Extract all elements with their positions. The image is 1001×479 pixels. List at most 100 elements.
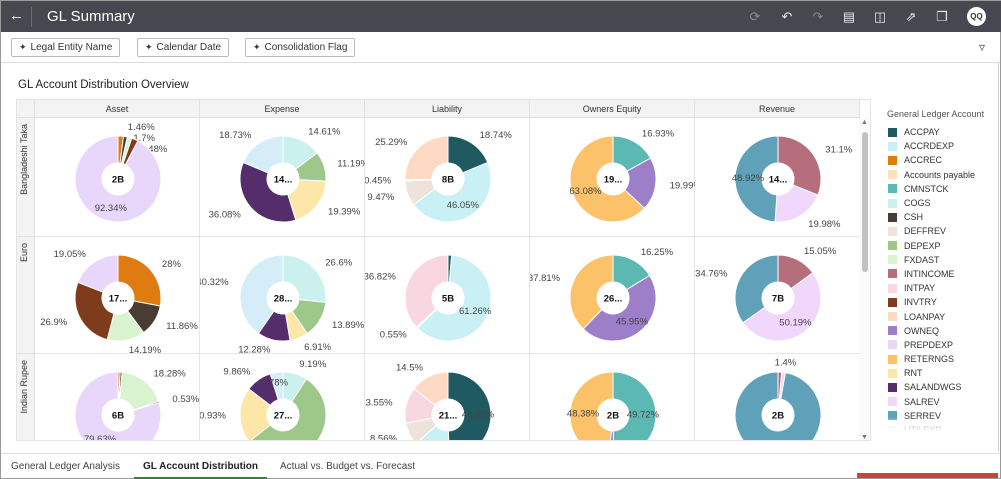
back-arrow-icon[interactable]: ← bbox=[9, 7, 24, 24]
pie-cell: 1.4% 97.22% 2B bbox=[695, 354, 860, 441]
donut-center-total: 14... bbox=[274, 175, 293, 186]
redo-icon[interactable]: ↷ bbox=[812, 9, 824, 24]
pie-slice-accpay[interactable] bbox=[447, 371, 492, 441]
pie-slice-intincome[interactable] bbox=[777, 135, 822, 196]
donut-chart: 18.74% 46.05% 9.47% 0.45% 25.29% 8B bbox=[365, 130, 512, 223]
pie-slice-reterngs[interactable] bbox=[569, 135, 646, 223]
refresh-icon[interactable]: ⟳ bbox=[749, 9, 761, 24]
pie-slice-accrdexp[interactable] bbox=[412, 161, 492, 223]
pie-slice-reterngs[interactable] bbox=[569, 254, 614, 330]
pie-slice-serrev[interactable] bbox=[734, 135, 779, 223]
pie-slice-prepdexp[interactable] bbox=[74, 371, 162, 441]
pie-slice-serrev[interactable] bbox=[734, 254, 779, 324]
vertical-scrollbar[interactable]: ▲ ▼ bbox=[859, 118, 870, 441]
legend-item[interactable]: OWNEQ bbox=[881, 324, 996, 338]
donut-center-total: 7B bbox=[772, 294, 784, 305]
data-label: 45.95% bbox=[616, 316, 649, 327]
pie-cell: 1.46% 1.7% 2.48% 92.34% 2B bbox=[35, 118, 200, 237]
column-header: Owners Equity bbox=[530, 100, 695, 118]
pie-slice-prepdexp[interactable] bbox=[74, 135, 162, 223]
data-label: 0.53% bbox=[172, 394, 199, 405]
legend-item[interactable]: SALANDWGS bbox=[881, 380, 996, 394]
legend-label: LOANPAY bbox=[904, 311, 946, 322]
pie-slice-loanpay[interactable] bbox=[404, 135, 449, 181]
pie-slice-reterngs[interactable] bbox=[569, 371, 614, 441]
pie-slice-intpay[interactable] bbox=[404, 254, 449, 328]
pie-slice-cogs[interactable] bbox=[282, 254, 327, 303]
comment-icon[interactable]: ◫ bbox=[873, 9, 887, 24]
data-label: 9.47% bbox=[367, 192, 394, 203]
donut-center-total: 8B bbox=[442, 175, 454, 186]
pie-slice-accrec[interactable] bbox=[117, 254, 162, 307]
pie-slice-invtry[interactable] bbox=[74, 281, 115, 341]
pie-slice-salandwgs[interactable] bbox=[239, 161, 297, 223]
donut-center-total: 14... bbox=[769, 175, 788, 186]
pie-slice-loanpay[interactable] bbox=[413, 371, 449, 406]
undo-icon[interactable]: ↶ bbox=[781, 9, 793, 24]
legend-item[interactable]: SALREV bbox=[881, 395, 996, 409]
legend-item[interactable]: INTINCOME bbox=[881, 267, 996, 281]
scroll-down-icon[interactable]: ▼ bbox=[861, 434, 868, 441]
legend-item[interactable]: PREPDEXP bbox=[881, 338, 996, 352]
avatar[interactable]: QQ bbox=[967, 7, 986, 26]
tab-general-ledger-analysis[interactable]: General Ledger Analysis bbox=[11, 461, 120, 472]
data-label: 19.05% bbox=[54, 249, 87, 260]
legend-item[interactable]: ACCREC bbox=[881, 153, 996, 167]
data-label: 6.91% bbox=[304, 342, 331, 353]
legend-label: OWNEQ bbox=[904, 325, 939, 336]
legend-item[interactable]: Accounts payable bbox=[881, 168, 996, 182]
filter-label: Calendar Date bbox=[156, 42, 222, 53]
filter-consolidation-flag[interactable]: ✦ Consolidation Flag bbox=[245, 38, 356, 57]
legend-swatch bbox=[888, 397, 897, 407]
export-icon[interactable]: ⇗ bbox=[905, 9, 917, 24]
legend-item[interactable]: DEPEXP bbox=[881, 239, 996, 253]
tab-bar: General Ledger Analysis GL Account Distr… bbox=[1, 453, 1000, 479]
pie-slice-utilexp[interactable] bbox=[239, 254, 284, 334]
donut-center-total: 5B bbox=[442, 294, 454, 305]
legend-item[interactable]: ACCPAY bbox=[881, 125, 996, 139]
legend-item[interactable]: CMNSTCK bbox=[881, 182, 996, 196]
legend-item[interactable]: SERREV bbox=[881, 409, 996, 423]
legend-swatch bbox=[888, 170, 897, 180]
scrollbar-thumb[interactable] bbox=[862, 132, 868, 272]
data-label: 49.62% bbox=[462, 410, 495, 421]
donut-chart: 26.6% 13.89%6.91% 12.28% 40.32% 28... bbox=[200, 254, 365, 354]
pie-slice-utilexp[interactable] bbox=[269, 371, 284, 401]
donut-chart: 1.46%1.7%2.48% 92.34% 2B bbox=[74, 122, 168, 223]
pie-slice-accrdexp[interactable] bbox=[416, 424, 450, 441]
filter-calendar-date[interactable]: ✦ Calendar Date bbox=[137, 38, 230, 57]
legend-item[interactable]: COGS bbox=[881, 196, 996, 210]
data-label: 79.63% bbox=[84, 434, 117, 441]
legend-item[interactable]: DEFFREV bbox=[881, 224, 996, 238]
data-label: 40.32% bbox=[200, 277, 229, 288]
legend-item[interactable]: ACCRDEXP bbox=[881, 139, 996, 153]
legend-item[interactable]: INVTRY bbox=[881, 295, 996, 309]
data-label: 36.82% bbox=[365, 272, 396, 283]
pie-slice-accrdexp[interactable] bbox=[416, 254, 492, 342]
pie-slice-prepdexp[interactable] bbox=[77, 254, 119, 293]
donut-chart: 49.72% 48.38% 2B bbox=[567, 371, 660, 441]
pie-slice-owneq[interactable] bbox=[582, 274, 657, 342]
pie-cell: 26.6% 13.89%6.91% 12.28% 40.32% 28... bbox=[200, 237, 365, 354]
bookmark-icon[interactable]: ❐ bbox=[936, 9, 948, 24]
tab-gl-account-distribution[interactable]: GL Account Distribution bbox=[134, 461, 267, 479]
legend-item[interactable]: FXDAST bbox=[881, 253, 996, 267]
scroll-up-icon[interactable]: ▲ bbox=[861, 119, 868, 126]
pie-slice-cmnstck[interactable] bbox=[612, 371, 657, 441]
legend-item[interactable]: LOANPAY bbox=[881, 309, 996, 323]
tab-actual-vs-budget-vs-forecast[interactable]: Actual vs. Budget vs. Forecast bbox=[280, 461, 416, 472]
pie-cell: 14.61% 11.19% 19.39% 36.08% 18.73% 14... bbox=[200, 118, 365, 237]
column-header: Asset bbox=[35, 100, 200, 118]
pie-slice-salrev[interactable] bbox=[742, 272, 822, 342]
legend-item[interactable]: CSH bbox=[881, 210, 996, 224]
pie-slice-utilexp[interactable] bbox=[242, 135, 284, 174]
pie-slice-serrev[interactable] bbox=[734, 371, 822, 441]
filter-legal-entity-name[interactable]: ✦ Legal Entity Name bbox=[11, 38, 121, 57]
filter-icon[interactable]: ▿ bbox=[979, 40, 986, 54]
legend-item[interactable]: RETERNGS bbox=[881, 352, 996, 366]
legend-item[interactable]: RNT bbox=[881, 366, 996, 380]
legend-label: CMNSTCK bbox=[904, 183, 949, 194]
pie-slice-depexp[interactable] bbox=[249, 378, 327, 441]
data-icon[interactable]: ▤ bbox=[842, 9, 856, 24]
legend-item[interactable]: INTPAY bbox=[881, 281, 996, 295]
